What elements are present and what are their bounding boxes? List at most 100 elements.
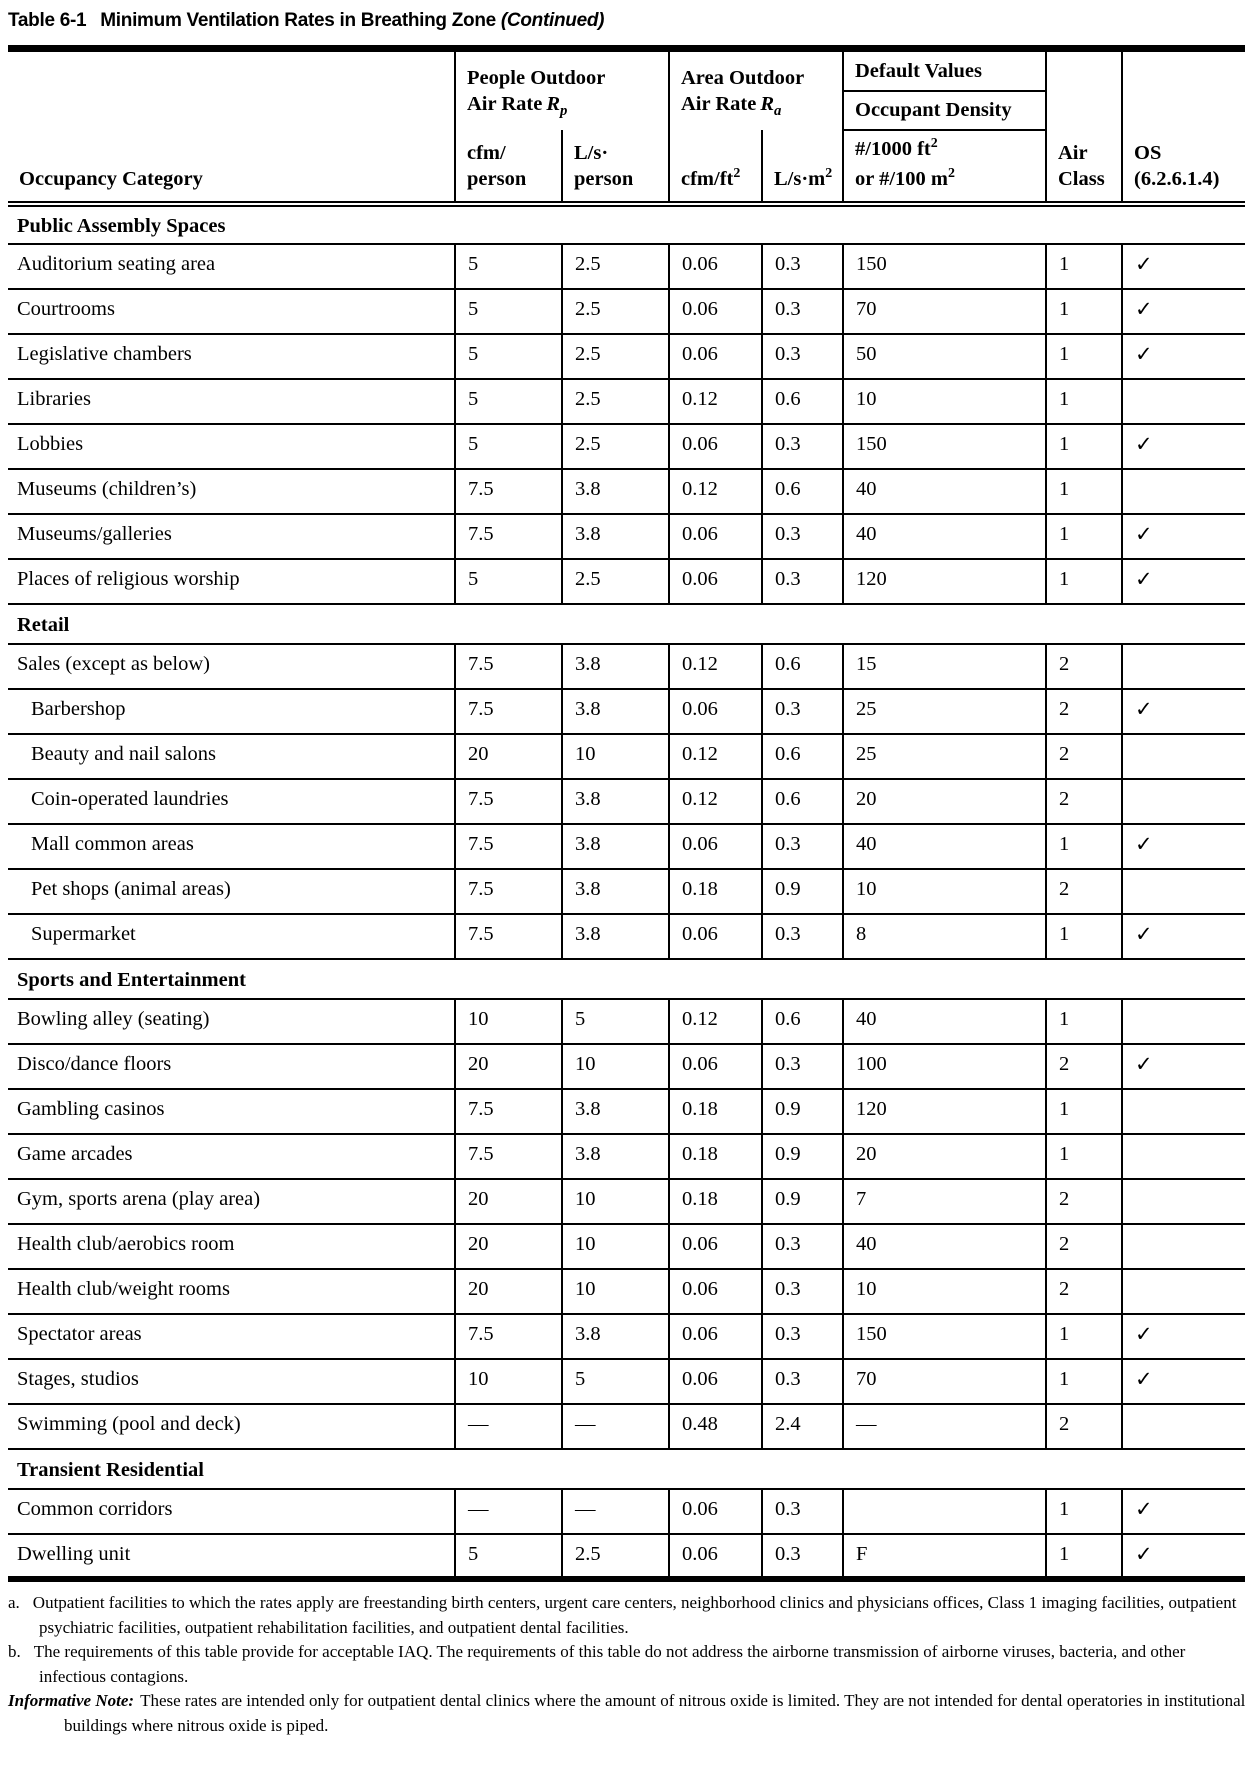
os-checkmark-cell: ✓ — [1121, 1314, 1245, 1361]
table-row: Sales (except as below) 7.5 3.8 0.12 0.6 15 2 — [8, 644, 1245, 691]
occupancy-category-cell: Museums (children’s) — [8, 469, 455, 516]
footnote-b-marker: b. — [8, 1642, 21, 1662]
section-header-row: Public Assembly Spaces — [8, 204, 1245, 246]
cfm-ft2-cell: 0.06 — [668, 1489, 762, 1536]
cfm-person-cell: 10 — [454, 1359, 562, 1406]
os-checkmark-cell — [1121, 999, 1245, 1046]
cfm-ft2-cell: 0.06 — [668, 914, 762, 961]
os-checkmark-cell — [1121, 1179, 1245, 1226]
occupant-density-cell: F — [842, 1534, 1046, 1581]
ls-m2-cell: 0.9 — [761, 1179, 843, 1226]
occupant-density-cell: 15 — [842, 644, 1046, 691]
cfm-person-cell: 7.5 — [454, 644, 562, 691]
footnote-b-text: The requirements of this table provide f… — [33, 1642, 1186, 1686]
ls-person-cell: 2.5 — [561, 1534, 669, 1581]
cfm-person-cell: 7.5 — [454, 1134, 562, 1181]
table-row: Legislative chambers 5 2.5 0.06 0.3 50 1 ✓ — [8, 334, 1245, 381]
occupant-density-cell: 50 — [842, 334, 1046, 381]
ra-symbol: Ra — [760, 93, 782, 120]
col-group-area-outdoor-air-rate: Area Outdoor Air Rate Ra — [668, 48, 843, 130]
table-row: Courtrooms 5 2.5 0.06 0.3 70 1 ✓ — [8, 289, 1245, 336]
air-class-cell: 2 — [1045, 869, 1122, 916]
ls-m2-cell: 0.3 — [761, 914, 843, 961]
table-title-text: Minimum Ventilation Rates in Breathing Z… — [100, 10, 496, 31]
occupancy-category-cell: Bowling alley (seating) — [8, 999, 455, 1046]
section-title: Public Assembly Spaces — [8, 204, 1245, 246]
air-class-cell: 2 — [1045, 1224, 1122, 1271]
occupant-density-cell: 70 — [842, 289, 1046, 336]
occupancy-category-cell: Gambling casinos — [8, 1089, 455, 1136]
ls-person-cell: 10 — [561, 1179, 669, 1226]
air-class-cell: 1 — [1045, 824, 1122, 871]
section-title: Transient Residential — [8, 1449, 1245, 1491]
table-number: Table 6-1 — [8, 10, 87, 31]
occupancy-category-cell: Common corridors — [8, 1489, 455, 1536]
cfm-person-cell: 20 — [454, 1044, 562, 1091]
footnote-a-marker: a. — [8, 1593, 20, 1613]
air-class-cell: 1 — [1045, 559, 1122, 606]
rp-symbol: Rp — [546, 93, 568, 120]
occupant-density-cell: 150 — [842, 424, 1046, 471]
os-checkmark-cell — [1121, 644, 1245, 691]
table-title: Table 6-1 Minimum Ventilation Rates in Br… — [0, 0, 1255, 33]
occupant-density-cell: 7 — [842, 1179, 1046, 1226]
ls-m2-cell: 0.3 — [761, 559, 843, 606]
os-checkmark-cell — [1121, 1269, 1245, 1316]
table-row: Coin-operated laundries 7.5 3.8 0.12 0.6 20 2 — [8, 779, 1245, 826]
table-body: Public Assembly Spaces Auditorium seating… — [8, 204, 1245, 1581]
cfm-ft2-cell: 0.18 — [668, 869, 762, 916]
table-row: Lobbies 5 2.5 0.06 0.3 150 1 ✓ — [8, 424, 1245, 471]
informative-note-text: These rates are intended only for outpat… — [64, 1691, 1246, 1735]
ls-person-cell: 10 — [561, 1224, 669, 1271]
air-class-cell: 1 — [1045, 469, 1122, 516]
ls-person-cell: 3.8 — [561, 514, 669, 561]
cfm-ft2-cell: 0.06 — [668, 689, 762, 736]
ls-person-cell: 3.8 — [561, 869, 669, 916]
air-class-cell: 2 — [1045, 644, 1122, 691]
table-row: Places of religious worship 5 2.5 0.06 0.3 12… — [8, 559, 1245, 606]
informative-note-label: Informative Note: — [8, 1691, 135, 1711]
os-checkmark-cell: ✓ — [1121, 334, 1245, 381]
table-row: Dwelling unit 5 2.5 0.06 0.3 F 1 ✓ — [8, 1534, 1245, 1581]
ls-person-cell: 3.8 — [561, 779, 669, 826]
ls-m2-cell: 0.3 — [761, 1359, 843, 1406]
cfm-person-cell: 5 — [454, 289, 562, 336]
section-title: Retail — [8, 604, 1245, 646]
col-header-occupancy-category: Occupancy Category — [8, 48, 455, 208]
table-row: Swimming (pool and deck) — —0.48 2.4—2 — [8, 1404, 1245, 1451]
cfm-person-cell: 7.5 — [454, 869, 562, 916]
cfm-ft2-cell: 0.18 — [668, 1134, 762, 1181]
ls-m2-cell: 0.6 — [761, 469, 843, 516]
cfm-ft2-cell: 0.06 — [668, 1534, 762, 1581]
table-row: Museums (children’s) 7.5 3.8 0.12 0.6 40 1 — [8, 469, 1245, 516]
os-checkmark-cell — [1121, 379, 1245, 426]
os-checkmark-cell — [1121, 779, 1245, 826]
air-class-cell: 1 — [1045, 424, 1122, 471]
footnotes: a. Outpatient facilities to which the rat… — [8, 1591, 1250, 1738]
cfm-ft2-cell: 0.12 — [668, 469, 762, 516]
air-class-cell: 1 — [1045, 1534, 1122, 1581]
cfm-person-cell: 20 — [454, 1224, 562, 1271]
section-header-row: Transient Residential — [8, 1449, 1245, 1491]
col-header-ls-m2: L/s·m2 — [761, 129, 843, 208]
occupant-density-cell: 8 — [842, 914, 1046, 961]
table-row: Auditorium seating area 5 2.5 0.06 0.3 150 1 ✓ — [8, 244, 1245, 291]
col-group-people-outdoor-air-rate: People Outdoor Air Rate Rp — [454, 48, 669, 130]
occupant-density-cell: 25 — [842, 734, 1046, 781]
ls-person-cell: 5 — [561, 1359, 669, 1406]
os-checkmark-cell — [1121, 1224, 1245, 1271]
cfm-ft2-cell: 0.06 — [668, 559, 762, 606]
occupant-density-cell: 40 — [842, 469, 1046, 516]
table-header: Occupancy Category People Outdoor Air Ra… — [8, 48, 1245, 208]
occupant-density-cell: 40 — [842, 824, 1046, 871]
occupant-density-cell: 120 — [842, 559, 1046, 606]
col-header-os: OS (6.2.6.1.4) — [1121, 48, 1245, 208]
cfm-person-cell: 7.5 — [454, 689, 562, 736]
table-row: Gym, sports arena (play area) 20 10 0.18 0.9… — [8, 1179, 1245, 1226]
ls-person-cell: 10 — [561, 734, 669, 781]
cfm-ft2-cell: 0.06 — [668, 244, 762, 291]
ls-m2-cell: 0.9 — [761, 1134, 843, 1181]
ls-m2-cell: 0.6 — [761, 999, 843, 1046]
table-row: Libraries 5 2.5 0.12 0.6 10 1 — [8, 379, 1245, 426]
ls-m2-cell: 0.9 — [761, 1089, 843, 1136]
